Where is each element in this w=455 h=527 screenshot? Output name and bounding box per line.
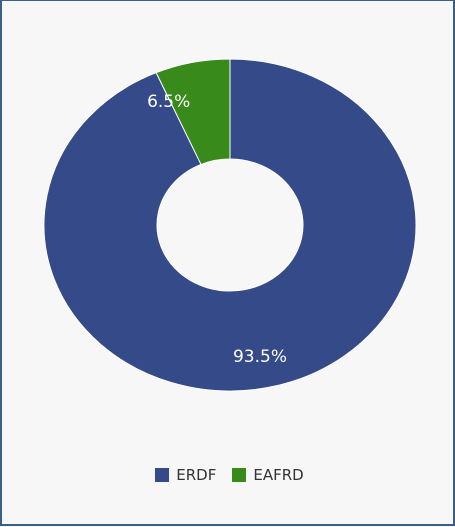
legend: ERDF EAFRD	[2, 466, 455, 484]
legend-label-eafrd: EAFRD	[253, 466, 304, 484]
slice-erdf[interactable]	[43, 58, 417, 392]
legend-item-erdf[interactable]: ERDF	[155, 466, 216, 484]
legend-swatch-eafrd	[232, 468, 247, 482]
slice-label-erdf: 93.5%	[233, 347, 287, 367]
slice-label-eafrd: 6.5%	[147, 92, 190, 112]
legend-item-eafrd[interactable]: EAFRD	[232, 466, 304, 484]
legend-swatch-erdf	[155, 468, 170, 482]
legend-label-erdf: ERDF	[176, 466, 217, 484]
slice-eafrd[interactable]	[155, 58, 231, 166]
